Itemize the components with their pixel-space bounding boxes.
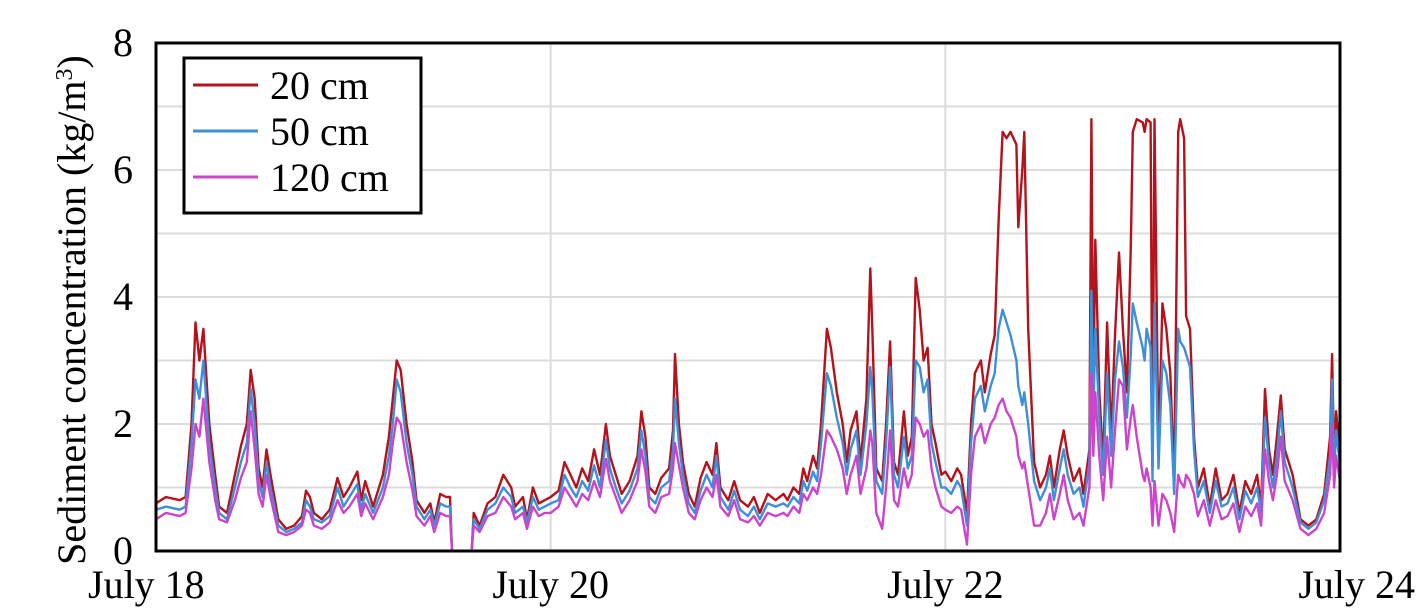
legend-label: 120 cm bbox=[270, 155, 389, 200]
y-tick-label: 6 bbox=[113, 147, 133, 192]
y-tick-label: 0 bbox=[113, 528, 133, 573]
x-tick-label: July 18 bbox=[88, 562, 205, 607]
y-axis-title: Sediment concentration (kg/m3) bbox=[49, 55, 94, 565]
y-axis-title-close: ) bbox=[49, 55, 94, 68]
y-tick-label: 4 bbox=[113, 274, 133, 319]
y-tick-label: 8 bbox=[113, 20, 133, 65]
x-tick-label: July 20 bbox=[492, 562, 609, 607]
y-axis-title-sup: 3 bbox=[52, 69, 78, 81]
x-tick-label: July 24 bbox=[1298, 562, 1415, 607]
x-tick-labels: July 18 July 20 July 22 July 24 bbox=[88, 562, 1415, 607]
x-tick-label: July 22 bbox=[887, 562, 1004, 607]
series-line-120-cm bbox=[155, 372, 1342, 553]
y-tick-label: 2 bbox=[113, 401, 133, 446]
series-line-50-cm bbox=[155, 289, 1342, 553]
y-tick-labels: 0 2 4 6 8 bbox=[113, 20, 133, 573]
legend-label: 20 cm bbox=[270, 63, 369, 108]
legend-label: 50 cm bbox=[270, 109, 369, 154]
plot-frame bbox=[154, 41, 1342, 553]
series-layer bbox=[155, 118, 1342, 553]
y-axis-title-main: Sediment concentration (kg/m bbox=[49, 81, 94, 565]
